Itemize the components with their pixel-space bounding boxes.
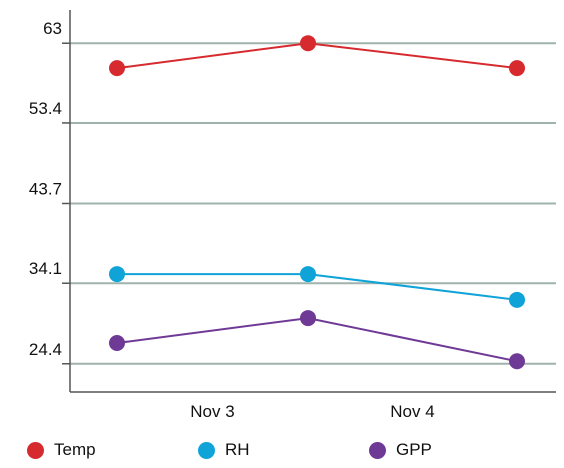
series-line-gpp: [116, 317, 518, 363]
legend-label-rh: RH: [225, 440, 250, 459]
data-point-gpp[interactable]: [509, 353, 525, 370]
data-point-gpp[interactable]: [300, 310, 316, 327]
tick-labels: 63 53.4 43.7 34.1 24.4 Nov 3 Nov 4: [29, 19, 435, 421]
y-tick-label: 63: [43, 19, 62, 38]
x-tick-label: Nov 4: [390, 402, 434, 421]
legend-swatch-temp: [27, 441, 44, 459]
data-point-temp[interactable]: [109, 60, 125, 77]
series-line-rh: [117, 273, 518, 301]
gridlines: [70, 42, 556, 365]
data-point-temp[interactable]: [509, 60, 525, 77]
y-tick-label: 43.7: [29, 179, 62, 198]
line-chart: 63 53.4 43.7 34.1 24.4 Nov 3 Nov 4: [29, 10, 556, 421]
legend-item-gpp[interactable]: GPP: [369, 440, 432, 460]
legend-label-temp: Temp: [54, 440, 96, 459]
data-point-rh[interactable]: [509, 291, 525, 308]
data-point-gpp[interactable]: [109, 335, 125, 352]
y-tick-label: 53.4: [29, 99, 62, 118]
legend-label-gpp: GPP: [396, 440, 432, 459]
y-tick-label: 24.4: [29, 340, 62, 359]
axes: [62, 10, 556, 393]
series-line-temp: [116, 42, 518, 70]
legend-swatch-gpp: [369, 441, 386, 459]
data-point-rh[interactable]: [300, 266, 316, 283]
legend-item-temp[interactable]: Temp: [27, 440, 96, 460]
data-point-rh[interactable]: [109, 266, 125, 283]
data-point-temp[interactable]: [300, 35, 316, 52]
series-layer: [109, 35, 525, 370]
x-tick-label: Nov 3: [190, 402, 234, 421]
legend-item-rh[interactable]: RH: [198, 440, 250, 460]
y-tick-label: 34.1: [29, 259, 62, 278]
legend-swatch-rh: [198, 441, 215, 459]
legend: Temp RH GPP: [0, 440, 564, 468]
